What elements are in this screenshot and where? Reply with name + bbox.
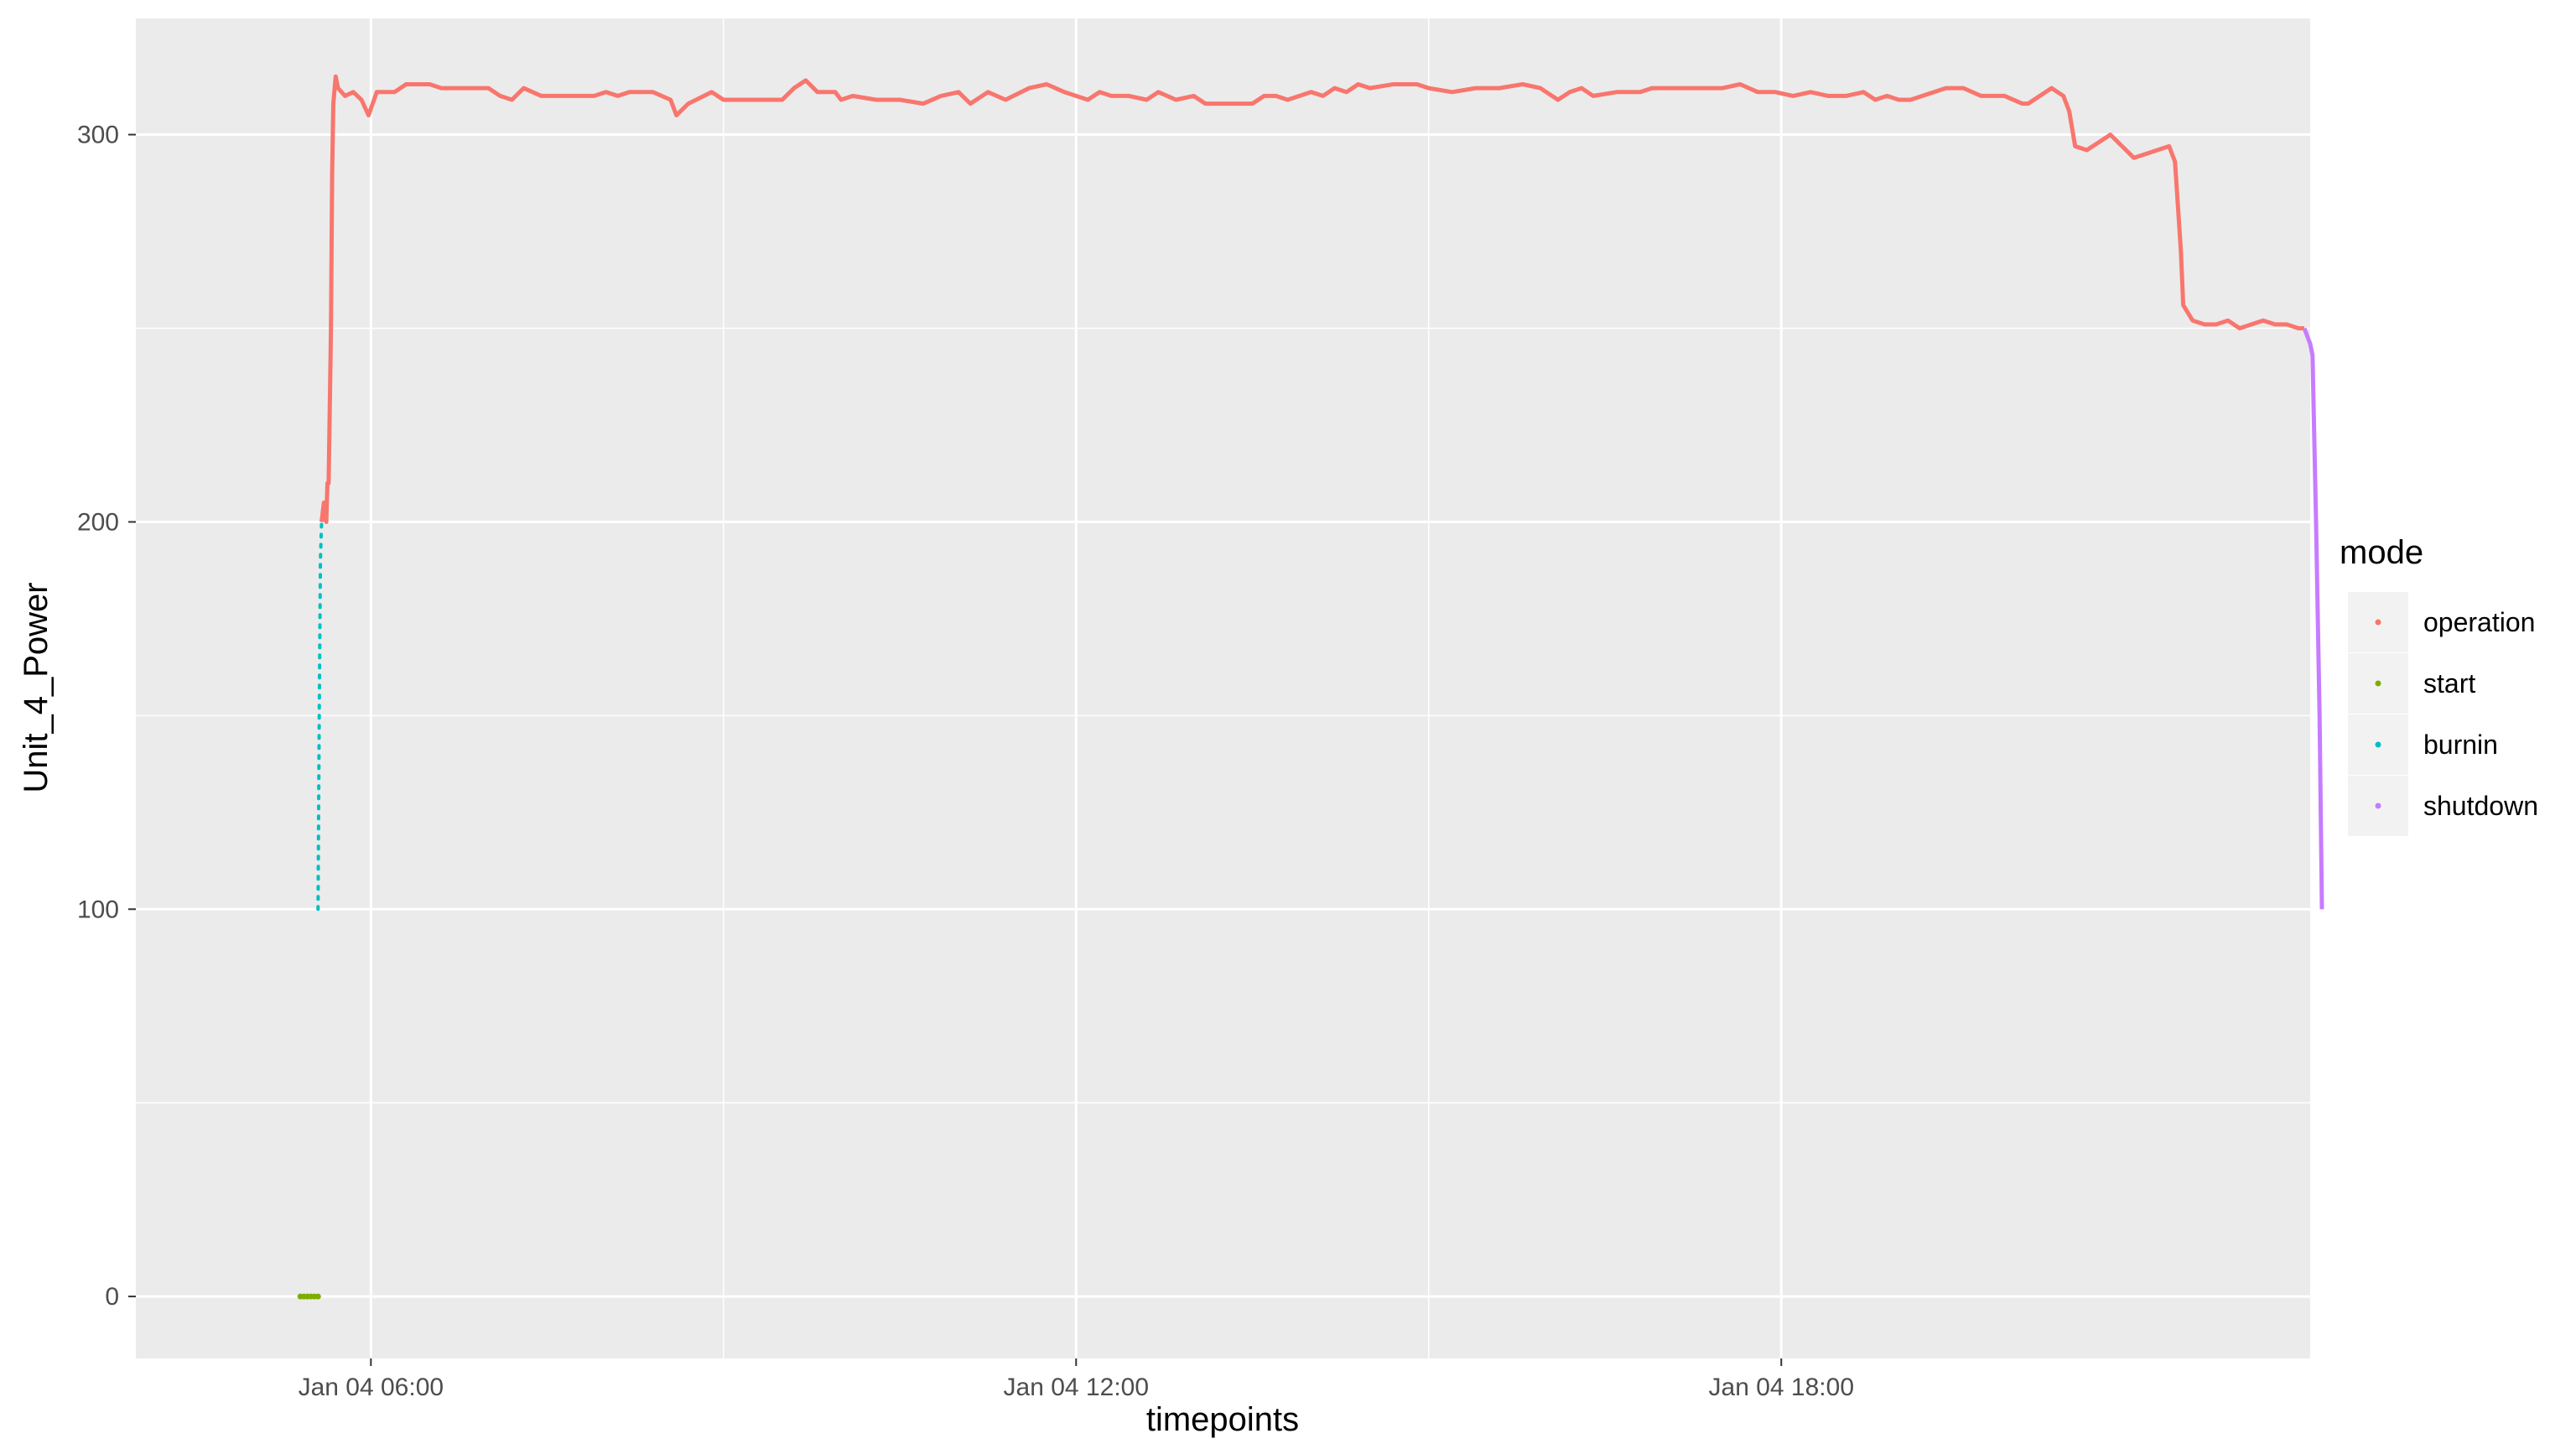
legend-title: mode (2340, 534, 2423, 571)
y-tick-label: 300 (77, 122, 119, 149)
legend-label: burnin (2423, 730, 2498, 760)
y-tick-label: 100 (77, 896, 119, 923)
grid-major (136, 18, 2310, 1358)
legend-key-dot (2375, 680, 2381, 687)
y-axis: 0 100 200 300 (77, 122, 136, 1311)
legend-items: operation start burnin shutdown (2348, 592, 2538, 836)
y-axis-title: Unit_4_Power (18, 582, 55, 792)
x-tick-label: Jan 04 18:00 (1709, 1374, 1854, 1401)
x-tick-label: Jan 04 06:00 (299, 1374, 444, 1401)
data-point (314, 1293, 321, 1300)
legend-item-operation: operation (2348, 592, 2535, 652)
series-line (316, 520, 324, 911)
legend-item-burnin: burnin (2348, 714, 2498, 775)
series-line (319, 74, 2304, 524)
plot-panel (136, 18, 2310, 1358)
series-layer (297, 74, 2324, 1300)
series-line (2302, 327, 2324, 910)
legend-key-dot (2375, 741, 2381, 748)
legend-key-dot (2375, 802, 2381, 809)
series-shutdown (2302, 327, 2324, 910)
y-tick-label: 0 (105, 1283, 119, 1311)
legend-label: start (2423, 668, 2475, 699)
x-tick-label: Jan 04 12:00 (1004, 1374, 1149, 1401)
y-tick-label: 200 (77, 508, 119, 536)
legend-label: shutdown (2423, 791, 2538, 821)
grid-minor (136, 18, 2310, 1358)
series-burnin (316, 520, 324, 911)
legend-label: operation (2423, 607, 2535, 637)
legend: mode operation start burnin shutdown (2340, 534, 2538, 836)
x-axis-title: timepoints (1146, 1401, 1299, 1438)
series-start (297, 1293, 321, 1300)
legend-item-start: start (2348, 653, 2475, 714)
legend-key-dot (2375, 619, 2381, 626)
legend-item-shutdown: shutdown (2348, 776, 2538, 836)
series-operation (319, 74, 2304, 524)
x-axis: Jan 04 06:00 Jan 04 12:00 Jan 04 18:00 (299, 1358, 1854, 1401)
